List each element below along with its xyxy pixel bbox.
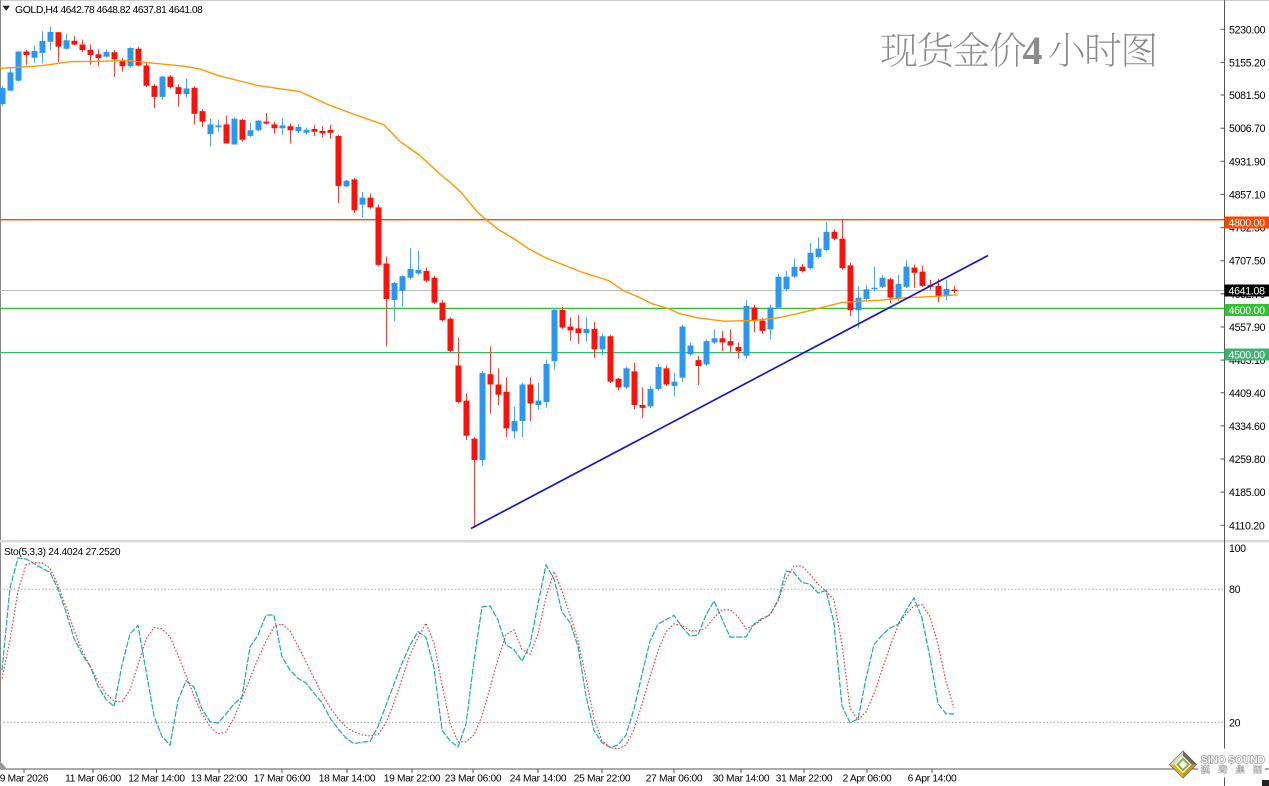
svg-text:13 Mar 22:00: 13 Mar 22:00 <box>191 774 248 785</box>
svg-text:4259.80: 4259.80 <box>1229 454 1266 466</box>
svg-text:5081.50: 5081.50 <box>1229 90 1266 102</box>
svg-text:4931.90: 4931.90 <box>1229 156 1266 168</box>
svg-text:23 Mar 06:00: 23 Mar 06:00 <box>445 774 502 785</box>
svg-text:6 Apr 14:00: 6 Apr 14:00 <box>908 774 957 785</box>
svg-text:4334.60: 4334.60 <box>1229 421 1266 433</box>
svg-text:27 Mar 06:00: 27 Mar 06:00 <box>646 774 703 785</box>
svg-text:4600.00: 4600.00 <box>1229 305 1266 317</box>
svg-text:80: 80 <box>1229 584 1241 596</box>
svg-text:4110.20: 4110.20 <box>1229 520 1265 532</box>
svg-text:4500.00: 4500.00 <box>1229 350 1266 362</box>
svg-text:4857.10: 4857.10 <box>1229 189 1266 201</box>
svg-text:25 Mar 22:00: 25 Mar 22:00 <box>574 774 631 785</box>
svg-text:9 Mar 2026: 9 Mar 2026 <box>0 774 49 785</box>
svg-text:SINO SOUND: SINO SOUND <box>1201 755 1265 766</box>
svg-text:11 Mar 06:00: 11 Mar 06:00 <box>65 774 121 785</box>
svg-text:4800.00: 4800.00 <box>1229 218 1266 230</box>
svg-text:100: 100 <box>1229 543 1246 555</box>
svg-text:2 Apr 06:00: 2 Apr 06:00 <box>843 774 892 785</box>
svg-text:4641.08: 4641.08 <box>1229 286 1266 298</box>
svg-text:Sto(5,3,3) 24.4024 27.2520: Sto(5,3,3) 24.4024 27.2520 <box>4 547 121 558</box>
svg-text:24 Mar 14:00: 24 Mar 14:00 <box>510 774 567 785</box>
svg-text:GOLD,H4: GOLD,H4 <box>15 4 59 16</box>
svg-text:17 Mar 06:00: 17 Mar 06:00 <box>254 774 311 785</box>
svg-text:5230.00: 5230.00 <box>1229 24 1266 36</box>
svg-text:4409.40: 4409.40 <box>1229 388 1266 400</box>
svg-text:4707.50: 4707.50 <box>1229 256 1266 268</box>
svg-text:31 Mar 22:00: 31 Mar 22:00 <box>776 774 833 785</box>
svg-text:5006.70: 5006.70 <box>1229 123 1266 135</box>
svg-text:20: 20 <box>1229 717 1241 729</box>
svg-text:4557.90: 4557.90 <box>1229 322 1266 334</box>
svg-text:4185.00: 4185.00 <box>1229 487 1266 499</box>
svg-text:4642.78 4648.82 4637.81 4641.0: 4642.78 4648.82 4637.81 4641.08 <box>61 5 204 16</box>
svg-text:4: 4 <box>1023 28 1043 73</box>
svg-text:5155.20: 5155.20 <box>1229 57 1266 69</box>
svg-text:18 Mar 14:00: 18 Mar 14:00 <box>319 774 376 785</box>
svg-text:30 Mar 14:00: 30 Mar 14:00 <box>713 774 770 785</box>
svg-text:12 Mar 14:00: 12 Mar 14:00 <box>128 774 185 785</box>
svg-text:19 Mar 22:00: 19 Mar 22:00 <box>384 774 441 785</box>
